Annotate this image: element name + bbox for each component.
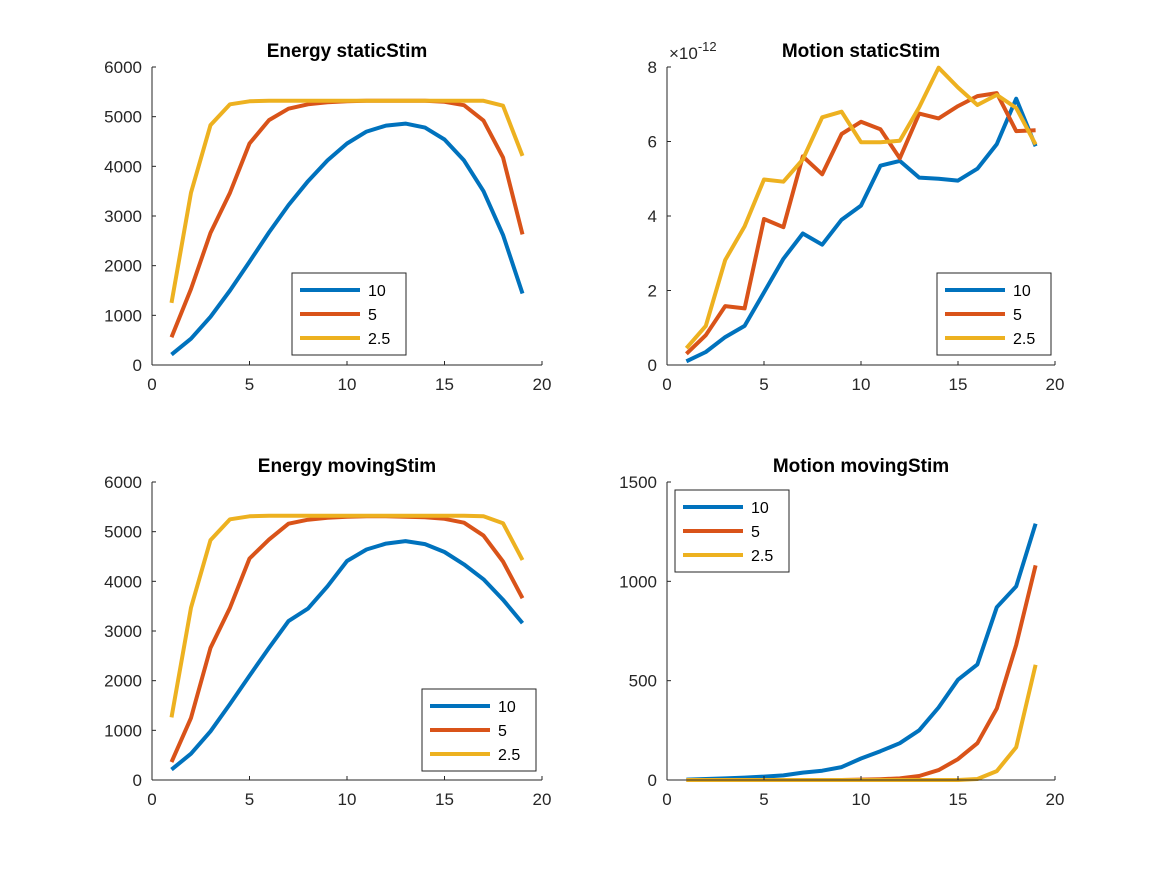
x-tick-label: 15 — [435, 790, 454, 809]
y-tick-label: 6000 — [104, 473, 142, 492]
legend-label-5: 5 — [751, 524, 760, 541]
x-tick-label: 0 — [147, 790, 156, 809]
y-tick-label: 3000 — [104, 622, 142, 641]
x-tick-label: 5 — [759, 375, 768, 394]
y-tick-label: 2000 — [104, 672, 142, 691]
chart-title: Energy movingStim — [258, 456, 436, 477]
subplot-energy-staticstim: 0 5 10 15 20 0 1000 2000 3000 4000 5000 6000 Energy … — [104, 41, 551, 394]
y-tick-label: 0 — [133, 771, 142, 790]
legend-label-2.5: 2.5 — [368, 331, 390, 348]
series-line-10 — [170, 121, 525, 357]
y-exponent-power: -12 — [698, 39, 717, 54]
legend: 10 5 2.5 — [674, 489, 790, 573]
y-tick-label: 0 — [648, 356, 657, 375]
chart-title: Motion staticStim — [782, 41, 940, 62]
legend-label-5: 5 — [1013, 307, 1022, 324]
series-line-2.5 — [169, 98, 525, 304]
legend-label-5: 5 — [368, 307, 377, 324]
y-tick-label: 2000 — [104, 257, 142, 276]
legend-label-2.5: 2.5 — [751, 548, 773, 565]
y-tick-label: 1000 — [104, 306, 142, 325]
y-tick-label: 4000 — [104, 157, 142, 176]
y-tick-label: 4 — [648, 207, 657, 226]
x-tick-label: 20 — [1046, 790, 1065, 809]
legend-label-10: 10 — [1013, 283, 1031, 300]
subplot-energy-movingstim: 0 5 10 15 20 0 1000 2000 3000 4000 5000 6000 Energy … — [104, 456, 551, 809]
y-tick-label: 5000 — [104, 108, 142, 127]
legend-label-2.5: 2.5 — [1013, 331, 1035, 348]
x-tick-label: 0 — [662, 375, 671, 394]
subplot-motion-movingstim: 0 5 10 15 20 0 500 1000 1500 Motion movingStim 10 5… — [619, 456, 1064, 809]
y-tick-label: 6 — [648, 133, 657, 152]
series-line-2.5 — [684, 65, 1038, 350]
x-tick-label: 5 — [245, 375, 254, 394]
y-tick-label: 8 — [648, 58, 657, 77]
chart-title: Motion movingStim — [773, 456, 949, 477]
y-tick-label: 1000 — [619, 572, 657, 591]
y-tick-label: 0 — [133, 356, 142, 375]
x-tick-label: 10 — [338, 790, 357, 809]
series-line-2.5 — [686, 664, 1038, 782]
legend-label-5: 5 — [498, 723, 507, 740]
legend-label-10: 10 — [751, 500, 769, 517]
x-tick-label: 20 — [1046, 375, 1065, 394]
series-line-5 — [685, 91, 1036, 356]
legend: 10 5 2.5 — [421, 688, 537, 772]
x-tick-label: 5 — [245, 790, 254, 809]
y-tick-label: 5000 — [104, 523, 142, 542]
series-line-5 — [686, 564, 1038, 782]
x-tick-label: 15 — [949, 790, 968, 809]
legend-label-10: 10 — [368, 283, 386, 300]
series-line-10 — [170, 539, 525, 772]
y-tick-label: 4000 — [104, 572, 142, 591]
legend: 10 5 2.5 — [936, 272, 1052, 356]
y-tick-label: 1500 — [619, 473, 657, 492]
x-tick-label: 0 — [662, 790, 671, 809]
x-tick-label: 20 — [533, 790, 552, 809]
x-tick-label: 0 — [147, 375, 156, 394]
legend-label-2.5: 2.5 — [498, 747, 520, 764]
y-tick-label: 0 — [648, 771, 657, 790]
y-tick-label: 3000 — [104, 207, 142, 226]
x-tick-label: 10 — [338, 375, 357, 394]
series-line-10 — [686, 523, 1038, 782]
x-tick-label: 10 — [852, 790, 871, 809]
x-tick-label: 10 — [852, 375, 871, 394]
series-line-2.5 — [169, 513, 525, 718]
chart-title: Energy staticStim — [267, 41, 428, 62]
legend: 10 5 2.5 — [291, 272, 407, 356]
y-exponent-label: ×10-12 — [669, 39, 717, 63]
y-tick-label: 500 — [629, 672, 657, 691]
x-tick-label: 15 — [435, 375, 454, 394]
series-line-10 — [685, 96, 1038, 364]
y-tick-label: 2 — [648, 282, 657, 301]
y-tick-label: 1000 — [104, 721, 142, 740]
x-tick-label: 20 — [533, 375, 552, 394]
legend-label-10: 10 — [498, 699, 516, 716]
subplot-motion-staticstim: 0 5 10 15 20 0 2 4 6 8 ×10-12 Motion staticStim 10 5 2… — [648, 39, 1065, 394]
x-tick-label: 15 — [949, 375, 968, 394]
x-tick-label: 5 — [759, 790, 768, 809]
y-tick-label: 6000 — [104, 58, 142, 77]
